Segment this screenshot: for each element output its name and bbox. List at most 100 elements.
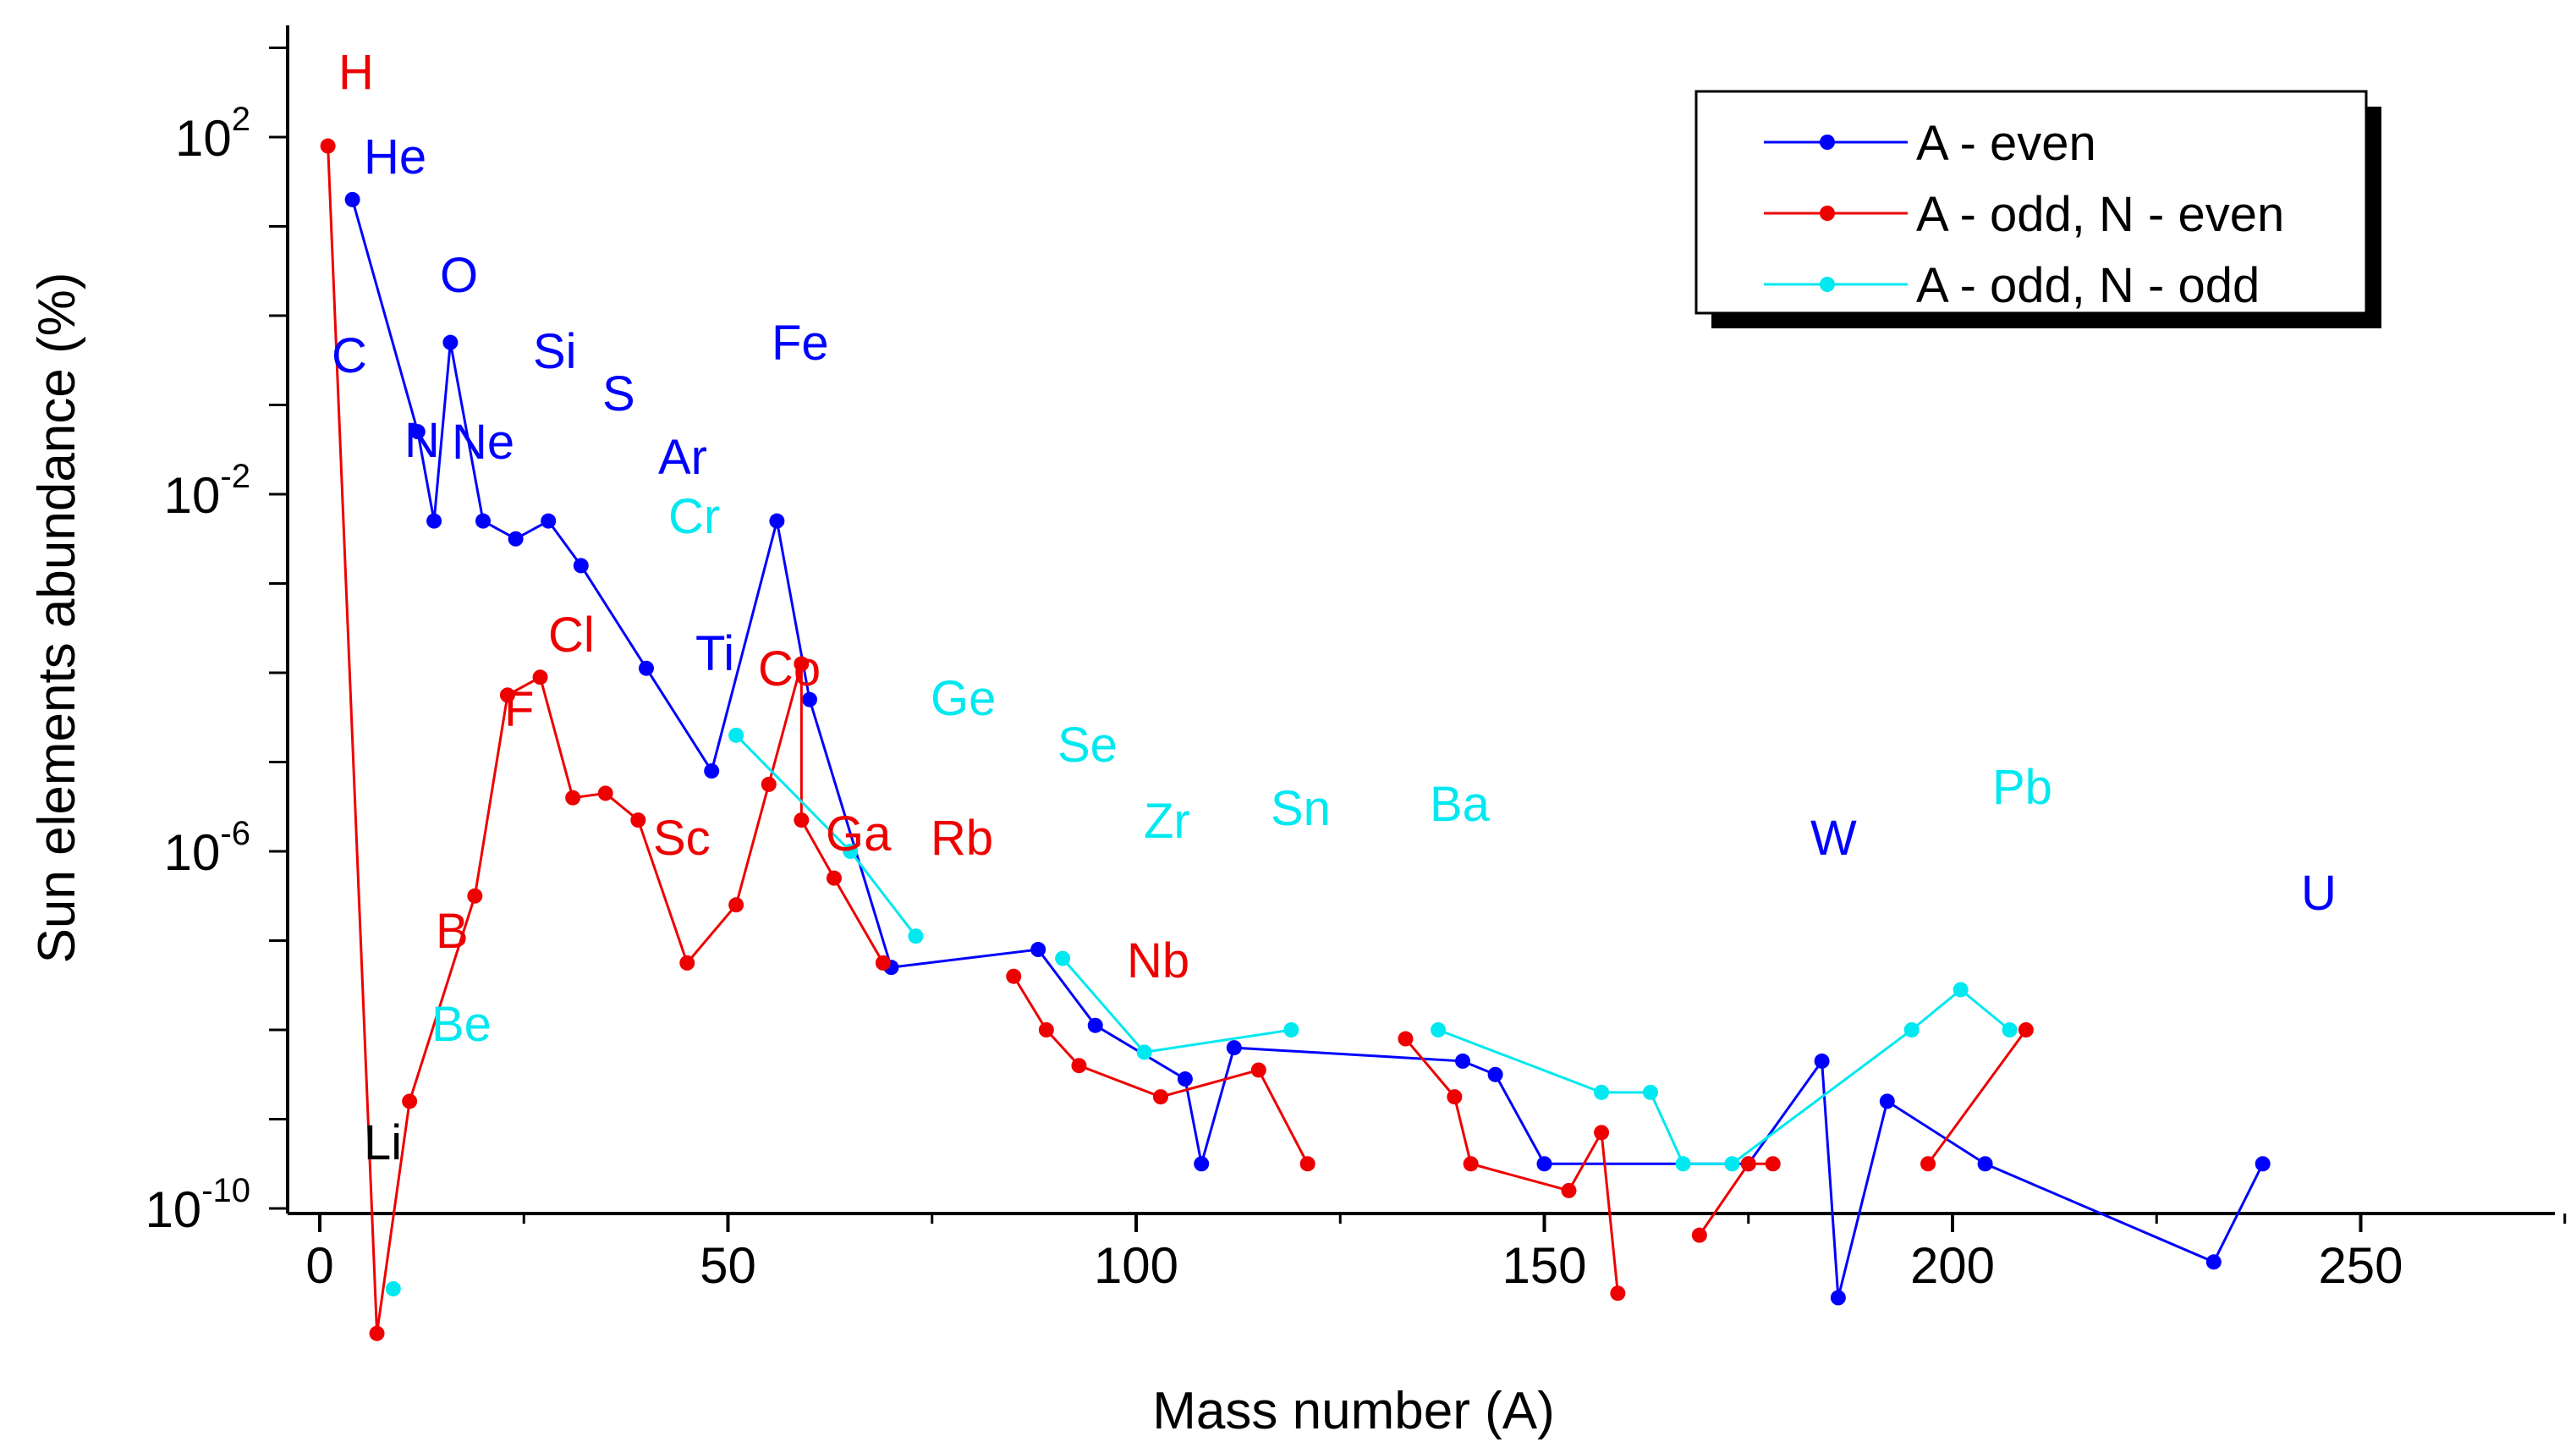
series-0-point-0-8 bbox=[639, 660, 654, 676]
series-1-point-0-11 bbox=[761, 776, 777, 792]
x-axis-title: Mass number (A) bbox=[1152, 1382, 1554, 1440]
series-1-point-0-5 bbox=[532, 669, 548, 685]
series-0-point-0-27 bbox=[2255, 1156, 2271, 1172]
y-tick-label--10: 10-10 bbox=[145, 1172, 250, 1238]
series-2-point-2-1 bbox=[1136, 1044, 1152, 1060]
element-label-sn: Sn bbox=[1271, 781, 1331, 836]
series-0-point-0-16 bbox=[1194, 1156, 1210, 1172]
element-label-sc: Sc bbox=[653, 811, 711, 866]
element-label-ba: Ba bbox=[1430, 777, 1491, 832]
series-0-point-0-10 bbox=[769, 513, 785, 529]
series-0-point-0-13 bbox=[1030, 942, 1046, 958]
element-label-ne: Ne bbox=[452, 415, 514, 470]
element-label-ga: Ga bbox=[826, 806, 892, 861]
series-1-point-0-9 bbox=[679, 955, 695, 971]
series-0-point-0-9 bbox=[704, 763, 720, 779]
x-tick-label-150: 150 bbox=[1502, 1237, 1586, 1294]
y-ticks: 102 10-2 10-6 10-10 bbox=[145, 47, 288, 1238]
series-1-point-2-1 bbox=[1447, 1089, 1463, 1105]
element-label-cr: Cr bbox=[668, 489, 720, 544]
element-label-ar: Ar bbox=[658, 430, 707, 485]
series-1-point-0-4 bbox=[499, 687, 515, 703]
element-label-n: N bbox=[404, 413, 440, 468]
y-axis-title: Sun elements abundance (%) bbox=[28, 272, 86, 964]
series-1-point-0-6 bbox=[565, 790, 581, 806]
series-0-point-0-14 bbox=[1087, 1017, 1103, 1033]
series-1-point-0-7 bbox=[597, 785, 613, 801]
series-2-line-3 bbox=[1437, 988, 2011, 1165]
series-1-point-3-2 bbox=[1765, 1156, 1781, 1172]
series-1-point-2-3 bbox=[1561, 1182, 1577, 1198]
series-1-point-1-3 bbox=[1152, 1089, 1168, 1105]
x-tick-label-50: 50 bbox=[700, 1237, 756, 1294]
series-1-point-0-8 bbox=[630, 812, 646, 828]
series-0-line-0 bbox=[351, 199, 2265, 1298]
element-label-b: B bbox=[436, 904, 469, 959]
legend-label-0: A - even bbox=[1916, 116, 2096, 171]
legend-entries: A - even A - odd, N - even A - odd, N - od… bbox=[1764, 116, 2284, 313]
series-0-point-0-11 bbox=[802, 691, 817, 707]
series-1-point-2-4 bbox=[1594, 1125, 1610, 1141]
series-0-point-0-0 bbox=[344, 191, 360, 207]
series-2-point-3-1 bbox=[1594, 1084, 1610, 1100]
series-2-point-3-7 bbox=[2002, 1022, 2018, 1037]
series-0-point-0-15 bbox=[1177, 1071, 1193, 1087]
series-2-point-3-2 bbox=[1642, 1084, 1658, 1100]
series-1-point-0-10 bbox=[728, 897, 744, 913]
element-label-ge: Ge bbox=[931, 671, 996, 726]
element-label-pb: Pb bbox=[1992, 760, 2052, 815]
series-1-point-1-0 bbox=[1006, 968, 1022, 984]
series-0-point-0-25 bbox=[1977, 1156, 1993, 1172]
x-tick-label-0: 0 bbox=[305, 1237, 333, 1294]
series-2-point-1-0 bbox=[728, 727, 744, 743]
series-1-point-2-5 bbox=[1610, 1285, 1626, 1302]
legend-marker-0 bbox=[1820, 135, 1835, 150]
legend-label-1: A - odd, N - even bbox=[1916, 187, 2284, 242]
series-1-point-0-2 bbox=[402, 1093, 418, 1109]
series-1-point-4-1 bbox=[2018, 1022, 2034, 1037]
series-2-point-2-0 bbox=[1055, 950, 1071, 966]
series-1-point-1-4 bbox=[1250, 1062, 1266, 1078]
element-label-be: Be bbox=[431, 997, 492, 1052]
series-1-line-2 bbox=[1404, 1037, 1619, 1294]
series-1-point-4-0 bbox=[1920, 1156, 1936, 1172]
element-label-o: O bbox=[440, 248, 478, 303]
series-1-point-0-12 bbox=[794, 656, 810, 672]
series-1-point-0-15 bbox=[875, 955, 891, 971]
series-0-point-0-5 bbox=[508, 531, 524, 547]
series-0-point-0-4 bbox=[475, 513, 491, 529]
series-0-point-0-17 bbox=[1226, 1040, 1242, 1056]
series bbox=[320, 138, 2271, 1341]
legend-label-2: A - odd, N - odd bbox=[1916, 258, 2260, 313]
series-1-point-0-13 bbox=[794, 812, 810, 828]
series-1-point-1-1 bbox=[1038, 1022, 1054, 1037]
y-tick-label-2: 102 bbox=[175, 101, 250, 167]
element-label-si: Si bbox=[533, 324, 577, 379]
series-1-point-2-0 bbox=[1398, 1031, 1414, 1047]
series-2-point-1-1 bbox=[843, 844, 859, 859]
legend-marker-1 bbox=[1820, 206, 1835, 221]
series-2-point-0-0 bbox=[385, 1280, 401, 1296]
series-0-point-0-1 bbox=[409, 424, 426, 440]
series-0-point-0-3 bbox=[442, 334, 459, 350]
series-1-point-3-0 bbox=[1691, 1227, 1707, 1243]
series-1-point-1-5 bbox=[1299, 1156, 1315, 1172]
series-1-point-0-14 bbox=[826, 870, 842, 886]
series-0-point-0-20 bbox=[1536, 1156, 1552, 1172]
y-tick-label--2: 10-2 bbox=[164, 458, 250, 524]
legend-box bbox=[1694, 90, 2368, 315]
x-tick-label-200: 200 bbox=[1910, 1237, 1995, 1294]
element-labels: H He CN O Ne Si S Ar Fe Ti W U Cl F Sc Co Ga Rb Nb B Li Be Cr G… bbox=[332, 45, 2337, 1170]
series-0-point-0-7 bbox=[573, 558, 589, 574]
x-tick-label-250: 250 bbox=[2318, 1237, 2403, 1294]
series-2-point-2-2 bbox=[1283, 1022, 1299, 1037]
legend: A - even A - odd, N - even A - odd, N - od… bbox=[1694, 90, 2381, 328]
series-0-point-0-18 bbox=[1455, 1053, 1470, 1069]
element-label-he: He bbox=[364, 129, 426, 184]
series-1-line-1 bbox=[1012, 975, 1309, 1164]
element-label-se: Se bbox=[1057, 718, 1118, 773]
series-1-line-4 bbox=[1926, 1029, 2028, 1165]
axes bbox=[286, 25, 2555, 1215]
y-tick-label--6: 10-6 bbox=[164, 815, 250, 881]
x-ticks: 0 50 100 150 200 250 bbox=[305, 1214, 2567, 1294]
